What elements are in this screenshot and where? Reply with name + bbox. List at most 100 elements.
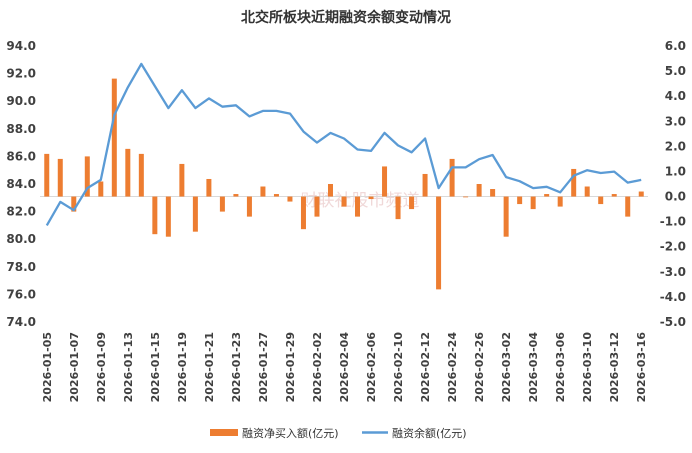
x-tick-label: 2026-02-04: [338, 332, 351, 403]
x-tick-label: 2026-02-10: [392, 332, 405, 403]
x-tick-label: 2026-01-27: [257, 332, 270, 402]
net-buy-bar: [557, 196, 563, 207]
net-buy-bar: [125, 148, 131, 197]
x-tick-label: 2026-01-29: [284, 332, 297, 402]
net-buy-bar: [98, 181, 104, 197]
legend: 融资净买入额(亿元) 融资余额(亿元): [210, 426, 467, 440]
net-buy-bar: [192, 196, 198, 232]
x-tick-label: 2026-03-06: [554, 332, 567, 403]
net-buy-bar: [638, 191, 644, 197]
y-right-tick-label: 6.0: [665, 39, 686, 53]
net-buy-bar: [463, 196, 469, 198]
x-tick-label: 2026-01-21: [203, 332, 216, 402]
y-right-tick-label: 2.0: [665, 139, 686, 153]
x-tick-label: 2026-01-15: [149, 332, 162, 402]
y-left-tick-label: 94.0: [6, 39, 36, 53]
net-buy-bar: [490, 189, 496, 197]
net-buy-bar: [165, 196, 171, 237]
net-buy-bar: [327, 184, 333, 197]
net-buy-bar: [436, 196, 442, 290]
net-buy-bar: [138, 153, 144, 197]
net-buy-bar: [571, 168, 577, 197]
net-buy-bar: [355, 196, 361, 217]
left-axis: 74.0 76.0 78.0 80.0 82.0 84.0 86.0 88.0 90.0 92.0…: [6, 39, 36, 329]
net-buy-bar: [314, 196, 320, 217]
legend-line-label: 融资余额(亿元): [392, 426, 467, 440]
net-buy-bar: [544, 194, 550, 197]
y-left-tick-label: 88.0: [6, 122, 36, 136]
right-axis: -5.0 -4.0 -3.0 -2.0 -1.0 0.0 1.0 2.0 3.0 4.0 5.0 6.…: [660, 39, 686, 329]
net-buy-bar: [476, 184, 482, 197]
line-layer: [45, 62, 642, 226]
y-right-tick-label: -3.0: [660, 265, 686, 279]
x-axis: 2026-01-05 2026-01-07 2026-01-09 2026-01-13…: [41, 332, 648, 403]
legend-bar-label: 融资净买入额(亿元): [242, 426, 339, 440]
y-left-tick-label: 90.0: [6, 94, 36, 108]
net-buy-bar: [233, 194, 239, 197]
net-buy-bar: [409, 196, 415, 210]
net-buy-bar: [395, 196, 401, 220]
y-right-tick-label: 0.0: [665, 190, 686, 204]
y-right-tick-label: -4.0: [660, 290, 686, 304]
net-buy-bar: [584, 186, 590, 197]
legend-bar-swatch: [210, 429, 238, 436]
y-right-tick-label: 3.0: [665, 114, 686, 128]
net-buy-bar: [598, 196, 604, 205]
net-buy-bar: [382, 166, 388, 197]
bars: [44, 78, 644, 290]
x-tick-label: 2026-03-02: [500, 332, 513, 402]
net-buy-bar: [300, 196, 306, 230]
x-tick-label: 2026-03-16: [635, 332, 648, 403]
net-buy-bar: [273, 194, 279, 197]
y-left-tick-label: 80.0: [6, 232, 36, 246]
net-buy-bar: [44, 153, 50, 197]
net-buy-bar: [179, 163, 185, 197]
net-buy-bar: [530, 196, 536, 210]
y-right-tick-label: 5.0: [665, 64, 686, 78]
balance-line: [45, 62, 642, 226]
net-buy-bar: [368, 196, 374, 200]
x-tick-label: 2026-01-09: [95, 332, 108, 402]
y-left-tick-label: 92.0: [6, 67, 36, 81]
x-tick-label: 2026-03-10: [581, 332, 594, 403]
x-tick-label: 2026-02-24: [446, 332, 459, 403]
net-buy-bar: [111, 78, 117, 197]
x-tick-label: 2026-01-05: [41, 332, 54, 402]
chart-title: 北交所板块近期融资余额变动情况: [241, 9, 451, 26]
y-right-tick-label: 1.0: [665, 164, 686, 178]
x-tick-label: 2026-01-13: [122, 332, 135, 402]
net-buy-bar: [449, 158, 455, 197]
y-left-tick-label: 82.0: [6, 205, 36, 219]
net-buy-bar: [503, 196, 509, 237]
y-right-tick-label: 4.0: [665, 89, 686, 103]
net-buy-bar: [287, 196, 293, 202]
net-buy-bar: [260, 186, 266, 197]
y-left-tick-label: 74.0: [6, 315, 36, 329]
x-tick-label: 2026-03-04: [527, 332, 540, 403]
net-buy-bar: [517, 196, 523, 205]
y-right-tick-label: -2.0: [660, 240, 686, 254]
net-buy-bar: [611, 194, 617, 197]
net-buy-bar: [71, 196, 77, 212]
x-tick-label: 2026-02-06: [365, 332, 378, 403]
x-tick-label: 2026-02-26: [473, 332, 486, 403]
net-buy-bar: [152, 196, 158, 235]
net-buy-bar: [246, 196, 252, 217]
x-tick-label: 2026-03-12: [608, 332, 621, 402]
x-tick-label: 2026-01-07: [68, 332, 81, 402]
x-tick-label: 2026-01-23: [230, 332, 243, 402]
y-right-tick-label: -5.0: [660, 315, 686, 329]
net-buy-bar: [219, 196, 225, 212]
y-left-tick-label: 76.0: [6, 287, 36, 301]
net-buy-bar: [57, 158, 63, 197]
y-left-tick-label: 86.0: [6, 149, 36, 163]
net-buy-bar: [625, 196, 631, 217]
net-buy-bar: [206, 178, 212, 197]
y-left-tick-label: 78.0: [6, 260, 36, 274]
x-tick-label: 2026-02-02: [311, 332, 324, 402]
net-buy-bar: [422, 173, 428, 197]
net-buy-bar: [84, 156, 90, 197]
y-left-tick-label: 84.0: [6, 177, 36, 191]
x-tick-label: 2026-02-12: [419, 332, 432, 402]
